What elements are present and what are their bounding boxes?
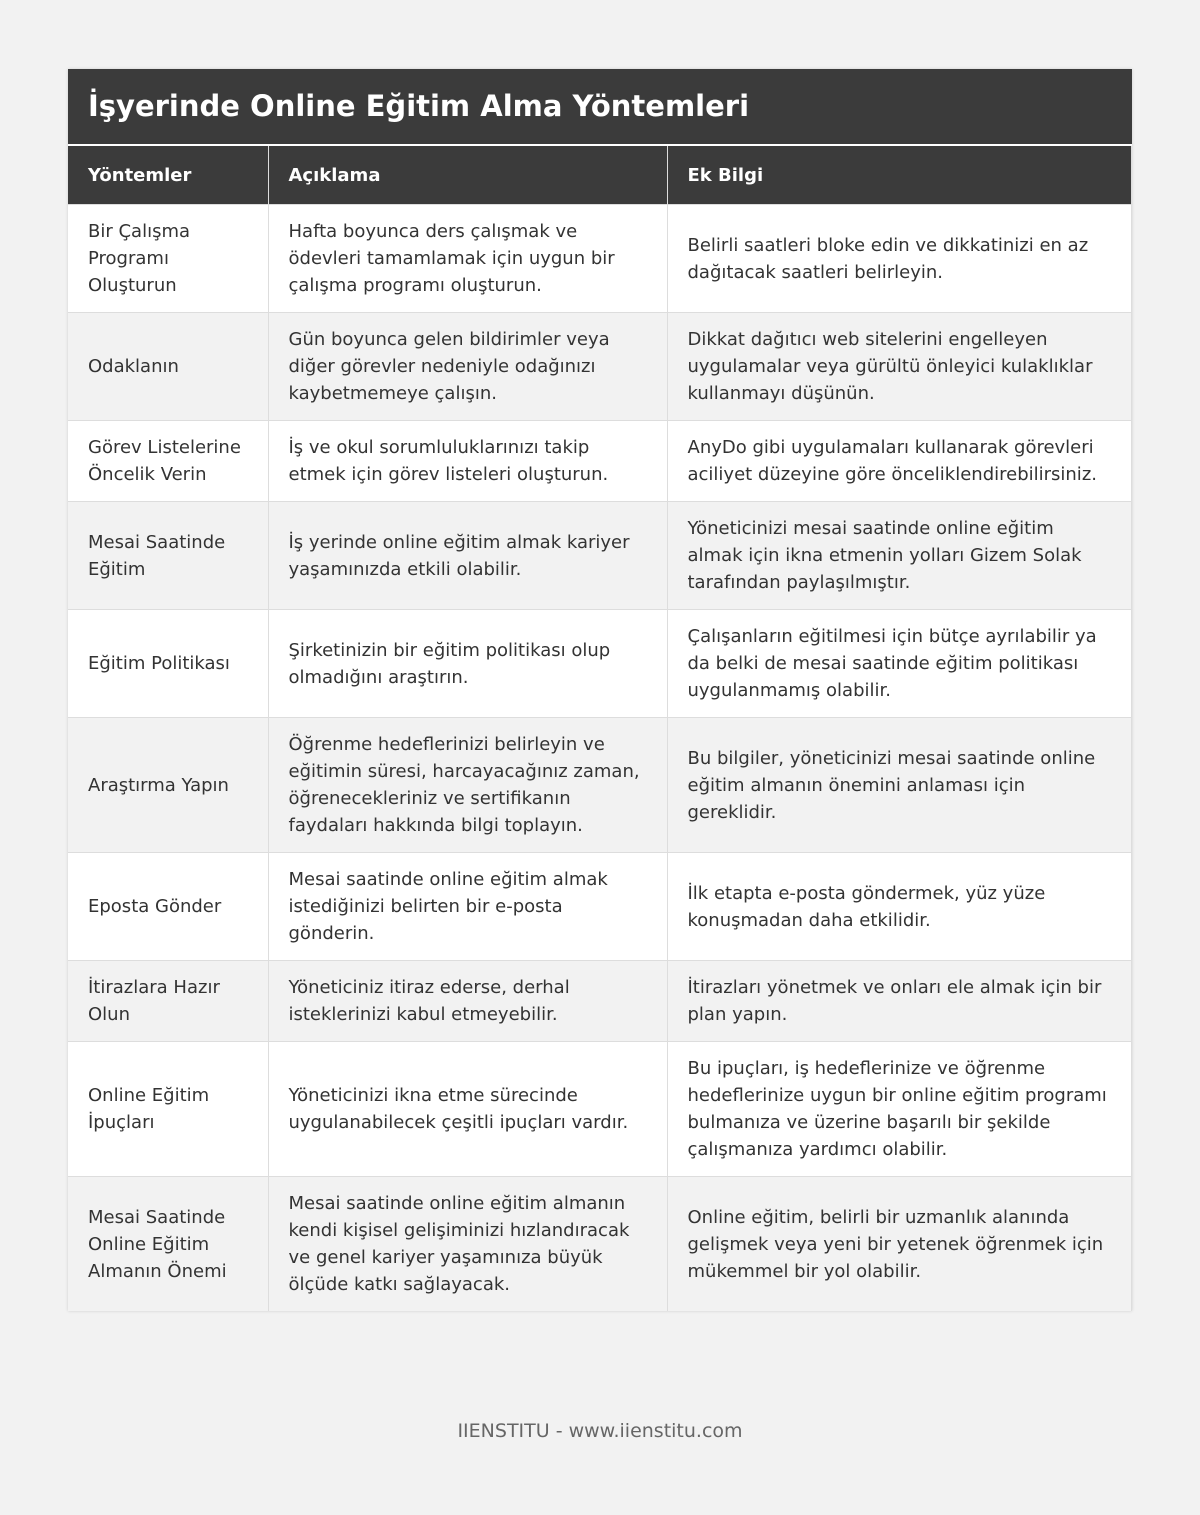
cell: Eğitim Politikası	[68, 609, 269, 718]
column-header: Yöntemler	[68, 146, 269, 205]
column-header: Ek Bilgi	[667, 146, 1132, 205]
cell: Çalışanların eğitilmesi için bütçe ayrıl…	[667, 609, 1132, 718]
row: Eposta Gönder Mesai saatinde online eğiti…	[68, 852, 1132, 961]
row: Odaklanın Gün boyunca gelen bildirimler v…	[68, 312, 1132, 421]
cell: Mesai saatinde online eğitim almanın ken…	[268, 1176, 668, 1311]
cell: Mesai Saatinde Eğitim	[68, 501, 269, 610]
cell: İş yerinde online eğitim almak kariyer y…	[268, 501, 668, 610]
title: İşyerinde Online Eğitim Alma Yöntemleri	[68, 69, 1132, 146]
row: Mesai Saatinde Eğitim İş yerinde online e…	[68, 501, 1132, 610]
cell: Mesai saatinde online eğitim almak isted…	[268, 852, 668, 961]
footer: IIENSTITU - www.iienstitu.com	[457, 1420, 743, 1442]
cell: Belirli saatleri bloke edin ve dikkatini…	[667, 204, 1132, 313]
cell: Mesai Saatinde Online Eğitim Almanın Öne…	[68, 1176, 269, 1311]
cell: Online eğitim, belirli bir uzmanlık alan…	[667, 1176, 1132, 1311]
row: Görev Listelerine Öncelik Verin İş ve oku…	[68, 420, 1132, 502]
cell: Araştırma Yapın	[68, 717, 269, 853]
cell: Şirketinizin bir eğitim politikası olup …	[268, 609, 668, 718]
row: Online Eğitim İpuçları Yöneticinizi ikna …	[68, 1041, 1132, 1177]
card: İşyerinde Online Eğitim Alma Yöntemleri …	[68, 69, 1132, 1311]
cell: Bu ipuçları, iş hedeflerinize ve öğrenme…	[667, 1041, 1132, 1177]
cell: Bu bilgiler, yöneticinizi mesai saatinde…	[667, 717, 1132, 853]
header-row: Yöntemler Açıklama Ek Bilgi	[68, 146, 1132, 205]
column-header: Açıklama	[268, 146, 668, 205]
cell: Hafta boyunca ders çalışmak ve ödevleri …	[268, 204, 668, 313]
cell: Dikkat dağıtıcı web sitelerini engelleye…	[667, 312, 1132, 421]
cell: Yöneticinizi mesai saatinde online eğiti…	[667, 501, 1132, 610]
row: Eğitim Politikası Şirketinizin bir eğitim…	[68, 609, 1132, 718]
cell: Bir Çalışma Programı Oluşturun	[68, 204, 269, 313]
cell: Eposta Gönder	[68, 852, 269, 961]
row: İtirazlara Hazır Olun Yöneticiniz itiraz …	[68, 960, 1132, 1042]
cell: Odaklanın	[68, 312, 269, 421]
cell: Öğrenme hedeflerinizi belirleyin ve eğit…	[268, 717, 668, 853]
cell: İtirazlara Hazır Olun	[68, 960, 269, 1042]
cell: İlk etapta e-posta göndermek, yüz yüze k…	[667, 852, 1132, 961]
cell: Yöneticiniz itiraz ederse, derhal istekl…	[268, 960, 668, 1042]
table-body: Bir Çalışma Programı Oluşturun Hafta boyu…	[68, 204, 1132, 1311]
cell: İtirazları yönetmek ve onları ele almak …	[667, 960, 1132, 1042]
row: Araştırma Yapın Öğrenme hedeflerinizi bel…	[68, 717, 1132, 853]
cell: Gün boyunca gelen bildirimler veya diğer…	[268, 312, 668, 421]
table: Yöntemler Açıklama Ek Bilgi Bir Çalışma Pr…	[68, 146, 1132, 1311]
row: Mesai Saatinde Online Eğitim Almanın Öne…	[68, 1176, 1132, 1311]
row: Bir Çalışma Programı Oluşturun Hafta boyu…	[68, 204, 1132, 313]
cell: Yöneticinizi ikna etme sürecinde uygulan…	[268, 1041, 668, 1177]
cell: AnyDo gibi uygulamaları kullanarak görev…	[667, 420, 1132, 502]
cell: Online Eğitim İpuçları	[68, 1041, 269, 1177]
cell: İş ve okul sorumluluklarınızı takip etme…	[268, 420, 668, 502]
cell: Görev Listelerine Öncelik Verin	[68, 420, 269, 502]
